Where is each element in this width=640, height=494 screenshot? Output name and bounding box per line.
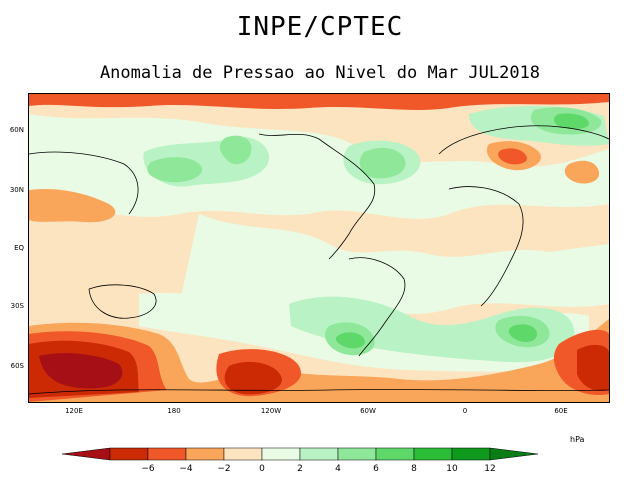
anomaly-zone-6hpa-indian-sector	[577, 344, 609, 392]
colorbar-tick-label: 12	[484, 464, 496, 474]
anomaly-zone-negative-east-asia	[29, 188, 116, 223]
colorbar-swatch	[413, 447, 453, 461]
pressure-anomaly-map	[28, 93, 610, 403]
coastline-australia	[88, 284, 157, 319]
lon-label-180: 180	[167, 407, 181, 415]
anomaly-zone-8hpa-europe	[553, 113, 589, 129]
lon-label-120w: 120W	[260, 407, 282, 415]
coastline-eurasia	[438, 125, 609, 155]
colorbar-swatch	[337, 447, 377, 461]
colorbar-swatch-min	[62, 447, 111, 461]
colorbar-swatch	[223, 447, 263, 461]
coastline-asia	[29, 151, 139, 215]
coastline-antarctica	[29, 389, 609, 395]
chart-subtitle: Anomalia de Pressao ao Nivel do Mar JUL2…	[99, 63, 541, 83]
colorbar-swatch	[451, 447, 491, 461]
lon-label-120e: 120E	[65, 407, 83, 415]
colorbar	[62, 447, 539, 461]
anomaly-zone-6hpa-aleutian	[219, 135, 252, 165]
anomaly-zone-green-south-atlantic	[289, 296, 575, 363]
anomaly-zone-8hpa-south-atlantic	[508, 324, 537, 342]
lon-label-0: 0	[462, 407, 468, 415]
coastline-africa	[448, 186, 524, 307]
lon-label-60e: 60E	[554, 407, 568, 415]
colorbar-tick-label: −4	[179, 464, 193, 474]
colorbar-swatch	[375, 447, 415, 461]
chart-title: INPE/CPTEC	[236, 12, 404, 42]
anomaly-zone-6hpa-pacific	[147, 157, 203, 183]
colorbar-tick-label: 4	[335, 464, 341, 474]
colorbar-tick-label: 0	[259, 464, 265, 474]
anomaly-zone-negative-arctic	[29, 94, 609, 110]
colorbar-tick-label: 2	[297, 464, 303, 474]
anomaly-zone-6hpa-pacific-sector	[224, 361, 282, 395]
anomaly-zone-light-green-north	[29, 114, 609, 219]
anomaly-zone-8hpa-southern-ocean	[39, 353, 123, 389]
colorbar-swatch-max	[489, 447, 539, 461]
anomaly-zone-negative-north-atlantic-core	[498, 148, 527, 165]
lat-label-60s: 60S	[10, 362, 24, 370]
anomaly-zone-6hpa-canada	[359, 147, 406, 179]
colorbar-swatch	[261, 447, 301, 461]
colorbar-tick-label: −2	[217, 464, 231, 474]
colorbar-swatch	[147, 447, 187, 461]
colorbar-swatch	[299, 447, 339, 461]
anomaly-zone-negative-southern-ocean	[29, 319, 609, 402]
coastline-south-america	[348, 257, 406, 357]
anomaly-zone-negative-east-africa	[564, 160, 600, 184]
anomaly-zone-light-green-tropics	[179, 214, 609, 314]
colorbar-unit: hPa	[570, 435, 585, 444]
lat-label-30n: 30N	[9, 186, 24, 194]
colorbar-tick-label: 6	[373, 464, 379, 474]
lat-label-30s: 30S	[10, 302, 24, 310]
colorbar-tick-label: 10	[446, 464, 458, 474]
lat-label-60n: 60N	[9, 126, 24, 134]
colorbar-swatch	[185, 447, 225, 461]
colorbar-tick-label: −6	[141, 464, 155, 474]
anomaly-zone-8hpa-south-america	[335, 332, 365, 349]
lon-label-60w: 60W	[360, 407, 376, 415]
coastline-north-america	[258, 133, 376, 260]
colorbar-tick-label: 8	[411, 464, 417, 474]
colorbar-swatch	[109, 447, 149, 461]
lat-label-eq: EQ	[14, 244, 24, 252]
